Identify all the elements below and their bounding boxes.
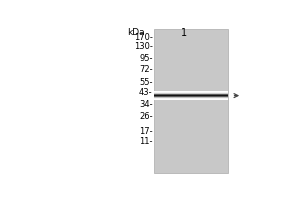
Bar bbox=[154, 29, 228, 173]
Text: 1: 1 bbox=[181, 28, 187, 38]
Bar bbox=[154, 91, 228, 92]
Text: 43-: 43- bbox=[139, 88, 153, 97]
Text: 11-: 11- bbox=[139, 137, 153, 146]
Bar bbox=[154, 93, 228, 94]
Bar bbox=[154, 97, 228, 98]
Bar bbox=[154, 92, 228, 93]
Text: 95-: 95- bbox=[139, 54, 153, 63]
Bar bbox=[154, 94, 228, 95]
Bar bbox=[154, 98, 228, 99]
Text: 72-: 72- bbox=[139, 65, 153, 74]
Bar bbox=[154, 99, 228, 100]
Bar bbox=[154, 95, 228, 96]
Bar bbox=[154, 99, 228, 100]
Text: 17-: 17- bbox=[139, 127, 153, 136]
Bar bbox=[154, 91, 228, 92]
Text: 130-: 130- bbox=[134, 42, 153, 51]
Text: 26-: 26- bbox=[139, 112, 153, 121]
Bar bbox=[154, 95, 228, 96]
Text: 55-: 55- bbox=[139, 78, 153, 87]
Bar bbox=[154, 97, 228, 98]
Text: 34-: 34- bbox=[139, 100, 153, 109]
Text: 170-: 170- bbox=[134, 33, 153, 42]
Bar bbox=[154, 93, 228, 94]
Text: kDa: kDa bbox=[127, 28, 145, 37]
Bar bbox=[154, 96, 228, 97]
